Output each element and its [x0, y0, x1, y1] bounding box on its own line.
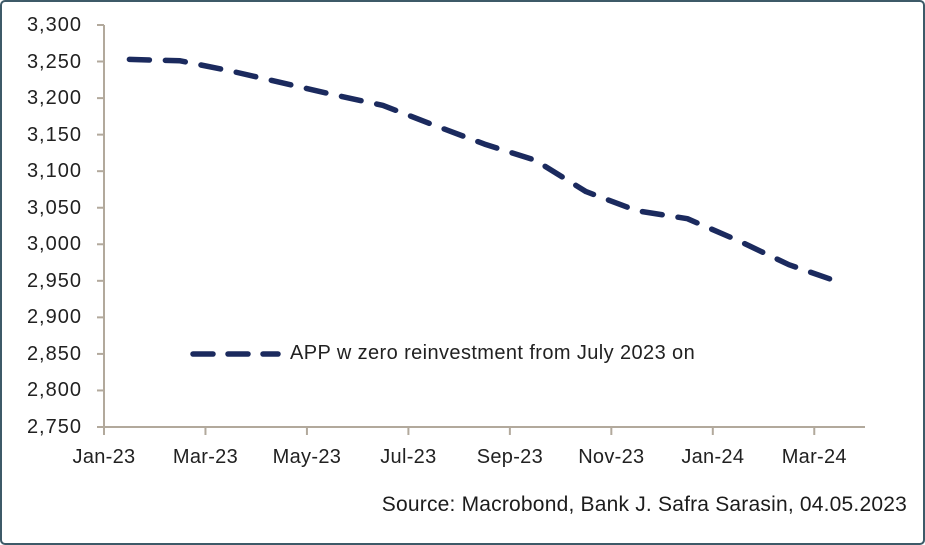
y-tick-label: 3,250	[26, 50, 82, 73]
y-tick-label: 3,000	[26, 233, 82, 256]
y-tick-label: 3,150	[26, 123, 82, 146]
x-tick-label: Nov-23	[578, 446, 645, 468]
x-tick-label: May-23	[272, 446, 342, 468]
x-tick-label: Jan-24	[681, 446, 745, 468]
y-tick-label: 2,750	[26, 416, 82, 438]
legend-label: APP w zero reinvestment from July 2023 o…	[290, 342, 696, 364]
y-tick-label: 3,100	[26, 160, 82, 183]
y-tick-label: 2,850	[26, 342, 82, 365]
y-tick-label: 3,300	[26, 14, 82, 36]
y-tick-label: 3,200	[26, 87, 82, 110]
x-tick-label: Mar-24	[781, 446, 847, 468]
y-tick-label: 2,800	[26, 379, 82, 402]
legend-dash-icon	[190, 350, 281, 357]
series-line	[126, 56, 843, 286]
x-tick-label: Jan-23	[72, 446, 136, 468]
x-tick-label: Jul-23	[380, 446, 437, 468]
x-tick-label: Sep-23	[476, 446, 543, 468]
y-tick-label: 2,900	[26, 306, 82, 329]
x-tick-label: Mar-23	[172, 446, 239, 468]
legend: APP w zero reinvestment from July 2023 o…	[189, 341, 695, 366]
y-tick-label: 3,050	[26, 196, 82, 219]
y-tick-label: 2,950	[26, 269, 82, 292]
source-note: Source: Macrobond, Bank J. Safra Sarasin…	[381, 493, 907, 516]
